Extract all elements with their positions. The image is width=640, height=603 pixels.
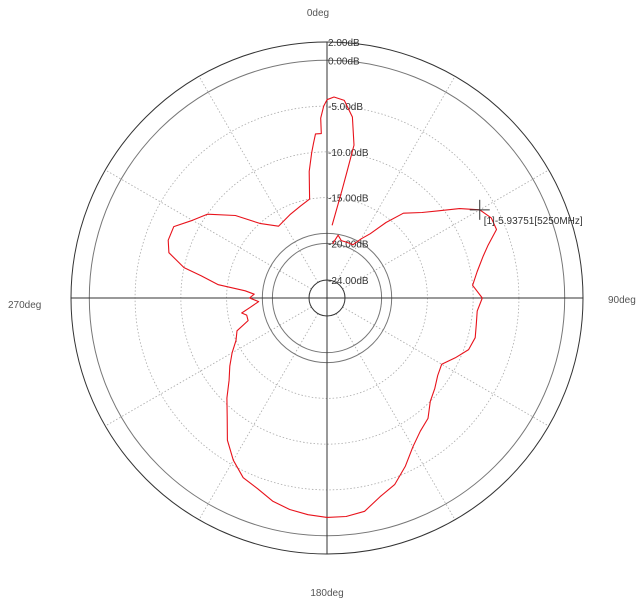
ring-label-6: -24.00dB [328,276,369,287]
ring-labels: 2.00dB 0.00dB -5.00dB -10.00dB -15.00dB -20.0… [328,38,369,287]
direction-label-left: 270deg [8,300,41,311]
ring-label-0: 2.00dB [328,38,360,49]
marker-layer: [1]-5.93751[5250MHz] [469,199,583,227]
series-line-0 [167,96,498,518]
ring-label-4: -15.00dB [328,194,369,205]
series-layer [167,96,498,518]
main-axes [71,42,583,554]
grid-spoke-150 [335,313,456,520]
direction-label-right: 90deg [608,295,636,306]
marker-label: [1]-5.93751[5250MHz] [484,216,583,227]
direction-label-top: 0deg [307,8,329,19]
ring-label-5: -20.00dB [328,239,369,250]
direction-label-bottom: 180deg [310,588,343,599]
ring-label-3: -10.00dB [328,148,369,159]
grid-spoke-330 [198,76,319,283]
grid-spokes [105,76,549,520]
grid-spoke-120 [342,306,549,427]
grid-spoke-300 [105,169,312,290]
grid-spoke-210 [198,313,319,520]
ring-label-1: 0.00dB [328,56,360,67]
grid-spoke-240 [105,306,312,427]
grid-spoke-30 [335,76,456,283]
grid-spoke-60 [342,169,549,290]
ring-label-2: -5.00dB [328,102,363,113]
